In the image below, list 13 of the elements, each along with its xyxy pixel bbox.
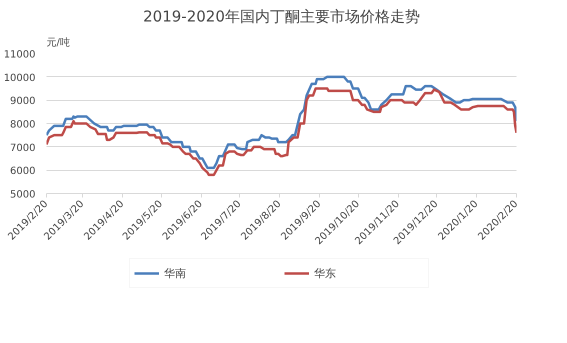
y-tick-label: 11000 xyxy=(4,50,36,60)
y-tick-label: 9000 xyxy=(10,96,36,108)
line-series xyxy=(46,76,516,170)
chart-title: 2019-2020年国内丁酮主要市场价格走势 xyxy=(143,8,420,26)
y-tick-label: 5000 xyxy=(10,190,36,200)
y-tick-label: 10000 xyxy=(4,72,36,84)
y-tick-label: 6000 xyxy=(10,166,36,178)
y-axis-title: 元/吨 xyxy=(46,36,70,48)
legend-label: 华东 xyxy=(314,266,337,280)
line-series xyxy=(46,87,516,176)
legend-label: 华南 xyxy=(164,266,187,280)
y-tick-label: 7000 xyxy=(10,142,36,154)
y-tick-label: 8000 xyxy=(10,120,36,130)
